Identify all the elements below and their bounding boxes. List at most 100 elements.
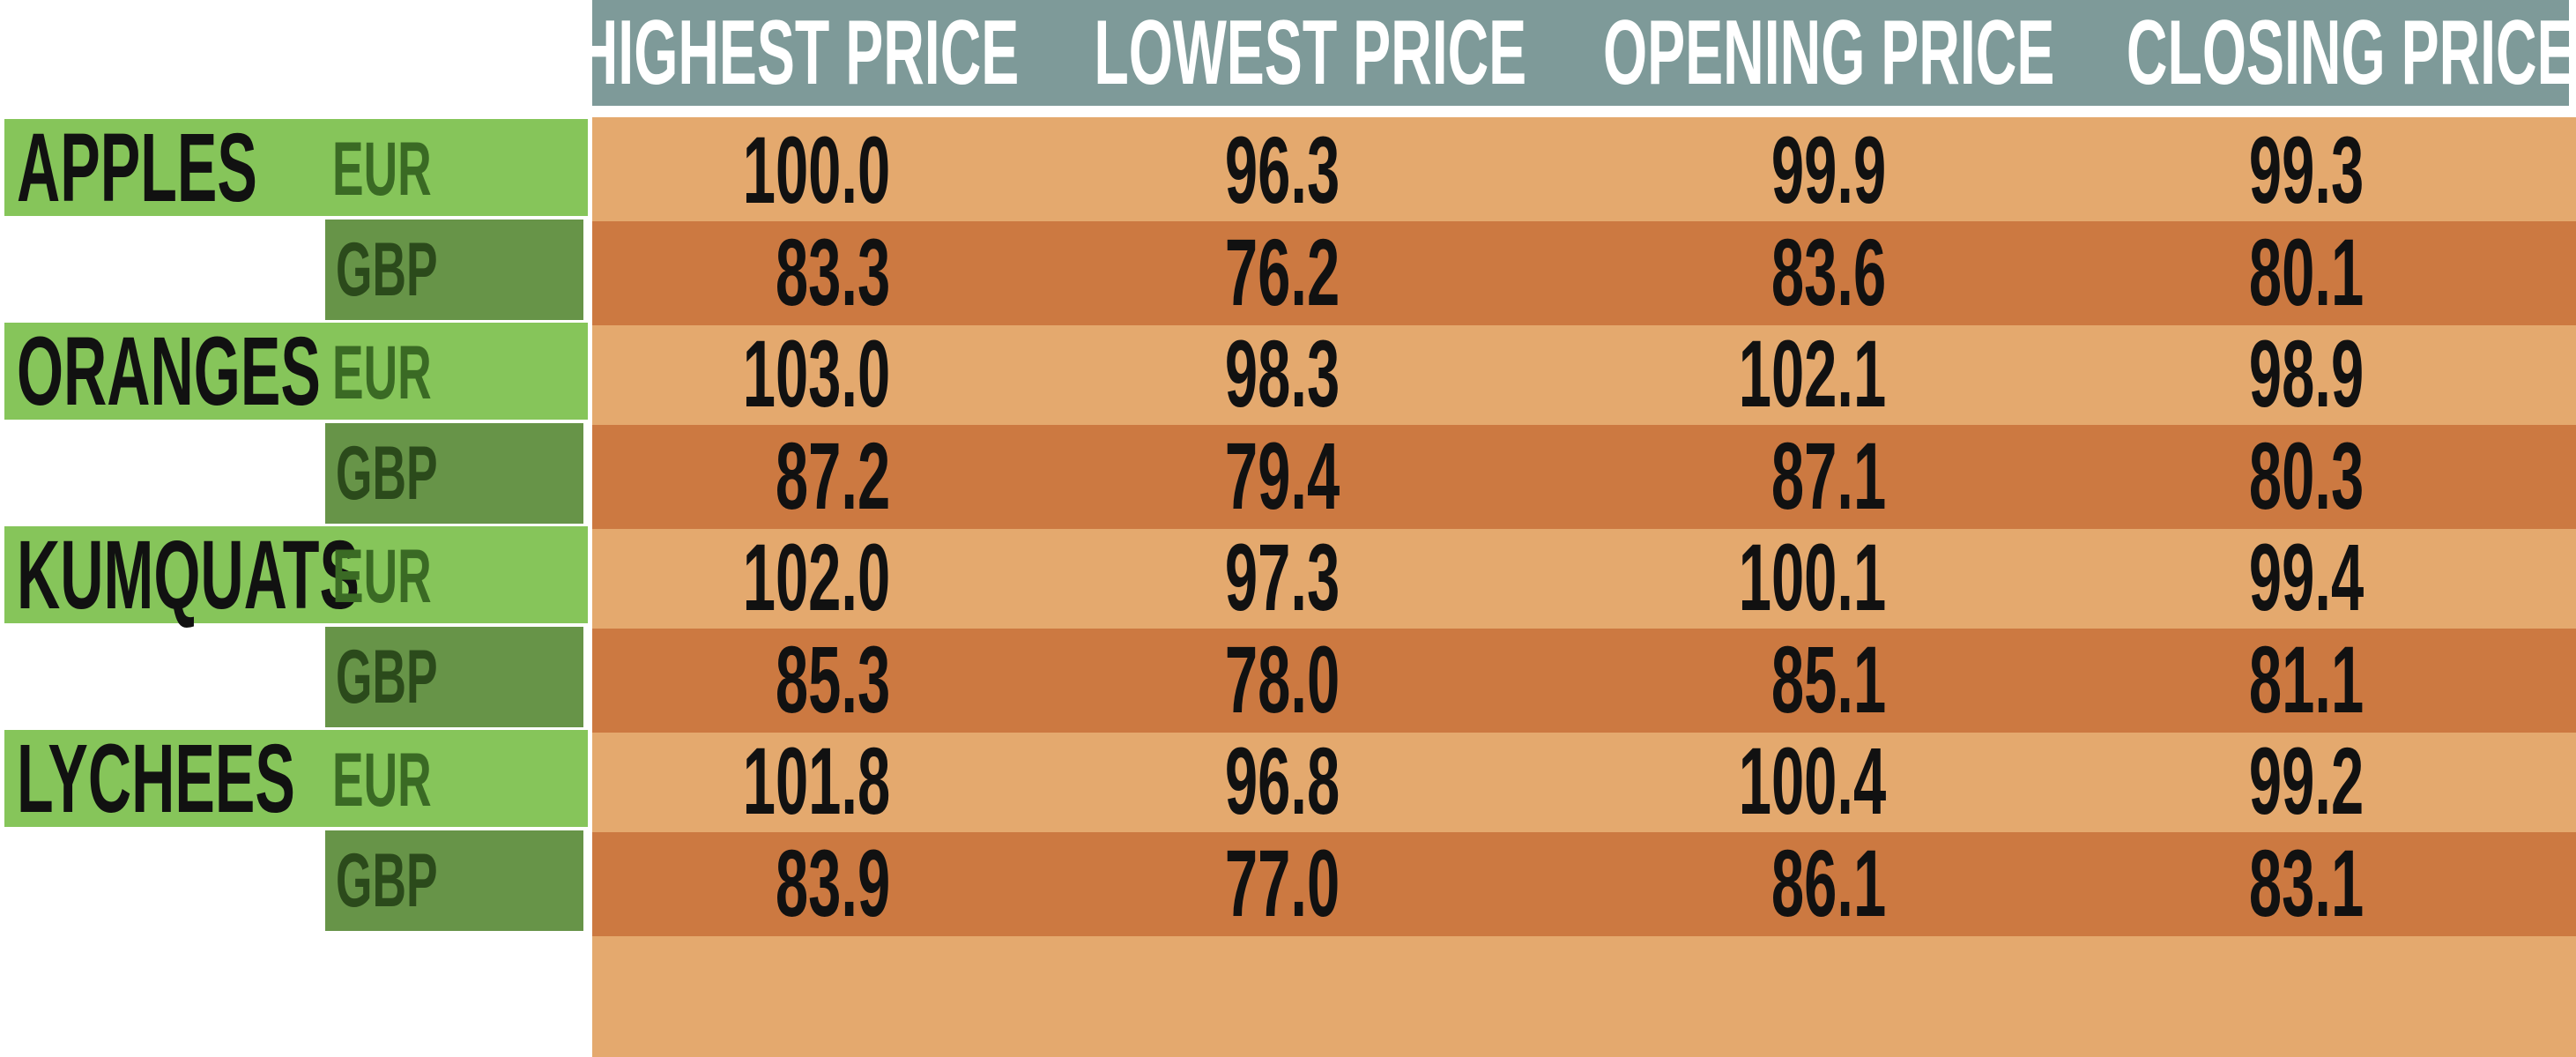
cell-value-text: 100.1: [1738, 523, 1886, 630]
currency-label: GBP: [336, 832, 500, 929]
fruit-name: KUMQUATS: [17, 521, 569, 629]
currency-text: EUR: [332, 533, 432, 619]
column-header: OPENING PRICE: [1582, 0, 2075, 106]
table-cell-value: 78.0: [987, 626, 1340, 733]
fruit-name-text: LYCHEES: [17, 724, 295, 833]
cell-value-text: 98.3: [1224, 319, 1340, 427]
gbp-label-box: GBP: [325, 423, 583, 524]
table-cell-value: 96.8: [987, 727, 1340, 834]
cell-value-text: 101.8: [742, 726, 890, 834]
table-cell-value: 80.1: [2011, 219, 2364, 325]
currency-label: GBP: [336, 629, 500, 726]
currency-text: GBP: [336, 227, 438, 312]
table-cell-value: 85.1: [1533, 626, 1886, 733]
cell-value-text: 96.3: [1224, 115, 1340, 223]
gbp-row-band: [592, 221, 2576, 325]
cell-value-text: 87.2: [775, 421, 890, 529]
table-header: [592, 0, 2569, 106]
table-cell-value: 96.3: [987, 116, 1340, 223]
cell-value-text: 96.8: [1224, 726, 1340, 834]
cell-value-text: 99.2: [2248, 726, 2364, 834]
currency-text: GBP: [336, 634, 438, 719]
gbp-label-box: GBP: [325, 627, 583, 727]
fruit-name-text: ORANGES: [17, 316, 321, 426]
cell-value-text: 79.4: [1224, 421, 1340, 529]
table-cell-value: 98.9: [2011, 320, 2364, 427]
table-cell-value: 86.1: [1533, 830, 1886, 936]
table-cell-value: 99.2: [2011, 727, 2364, 834]
cell-value-text: 102.0: [742, 523, 890, 630]
table-cell-value: 77.0: [987, 830, 1340, 936]
table-cell-value: 101.8: [538, 727, 890, 834]
cell-value-text: 85.3: [775, 625, 890, 733]
gbp-row-band: [592, 832, 2576, 936]
fruit-label-box: ORANGES EUR: [4, 317, 588, 426]
cell-value-text: 99.3: [2248, 115, 2364, 223]
table-cell-value: 100.1: [1533, 524, 1886, 630]
gbp-row-band: [592, 425, 2576, 529]
fruit-name: APPLES: [17, 114, 405, 222]
currency-label: GBP: [336, 425, 500, 522]
table-cell-value: 103.0: [538, 320, 890, 427]
currency-label: EUR: [332, 732, 493, 829]
gbp-label-box: GBP: [325, 220, 583, 320]
gbp-label-box: GBP: [325, 830, 583, 931]
currency-label: EUR: [332, 324, 493, 421]
table-cell-value: 100.0: [538, 116, 890, 223]
fruit-name: LYCHEES: [17, 725, 465, 833]
cell-value-text: 87.1: [1771, 421, 1886, 529]
cell-value-text: 99.4: [2248, 523, 2364, 630]
column-header: HIGHEST PRICE: [560, 0, 1036, 106]
cell-value-text: 83.9: [775, 829, 890, 936]
cell-value-text: 100.4: [1738, 726, 1886, 834]
cell-value-text: 78.0: [1224, 625, 1340, 733]
cell-value-text: 76.2: [1224, 218, 1340, 325]
table-cell-value: 100.4: [1533, 727, 1886, 834]
cell-value-text: 77.0: [1224, 829, 1340, 936]
table-cell-value: 83.9: [538, 830, 890, 936]
cell-value-text: 103.0: [742, 319, 890, 427]
currency-text: EUR: [332, 737, 432, 823]
cell-value-text: 102.1: [1738, 319, 1886, 427]
table-cell-value: 102.1: [1533, 320, 1886, 427]
currency-label: EUR: [332, 121, 493, 218]
cell-value-text: 83.6: [1771, 218, 1886, 325]
currency-text: EUR: [332, 126, 432, 212]
currency-label: EUR: [332, 528, 493, 625]
table-cell-value: 80.3: [2011, 422, 2364, 529]
cell-value-text: 99.9: [1771, 115, 1886, 223]
cell-value-text: 85.1: [1771, 625, 1886, 733]
fruit-label-box: APPLES EUR: [4, 114, 588, 222]
table-cell-value: 87.1: [1533, 422, 1886, 529]
column-header-label: OPENING PRICE: [1602, 1, 2055, 104]
cell-value-text: 100.0: [742, 115, 890, 223]
fruit-label-box: KUMQUATS EUR: [4, 521, 588, 629]
cell-value-text: 83.3: [775, 218, 890, 325]
cell-value-text: 80.1: [2248, 218, 2364, 325]
fruit-label-box: LYCHEES EUR: [4, 725, 588, 833]
table-cell-value: 99.3: [2011, 116, 2364, 223]
cell-value-text: 80.3: [2248, 421, 2364, 529]
table-cell-value: 81.1: [2011, 626, 2364, 733]
currency-label: GBP: [336, 221, 500, 318]
table-cell-value: 97.3: [987, 524, 1340, 630]
table-cell-value: 79.4: [987, 422, 1340, 529]
table-cell-value: 98.3: [987, 320, 1340, 427]
table-cell-value: 99.4: [2011, 524, 2364, 630]
table-cell-value: 87.2: [538, 422, 890, 529]
cell-value-text: 83.1: [2248, 829, 2364, 936]
table-cell-value: 85.3: [538, 626, 890, 733]
column-header-label: CLOSING PRICE: [2126, 1, 2575, 104]
currency-text: GBP: [336, 430, 438, 516]
column-header-label: HIGHEST PRICE: [576, 1, 1019, 104]
table-cell-value: 83.3: [538, 219, 890, 325]
cell-value-text: 86.1: [1771, 829, 1886, 936]
currency-text: EUR: [332, 330, 432, 415]
fruit-name: ORANGES: [17, 317, 507, 426]
currency-text: GBP: [336, 837, 438, 923]
cell-value-text: 81.1: [2248, 625, 2364, 733]
table-cell-value: 83.6: [1533, 219, 1886, 325]
table-cell-value: 76.2: [987, 219, 1340, 325]
cell-value-text: 98.9: [2248, 319, 2364, 427]
table-cell-value: 83.1: [2011, 830, 2364, 936]
